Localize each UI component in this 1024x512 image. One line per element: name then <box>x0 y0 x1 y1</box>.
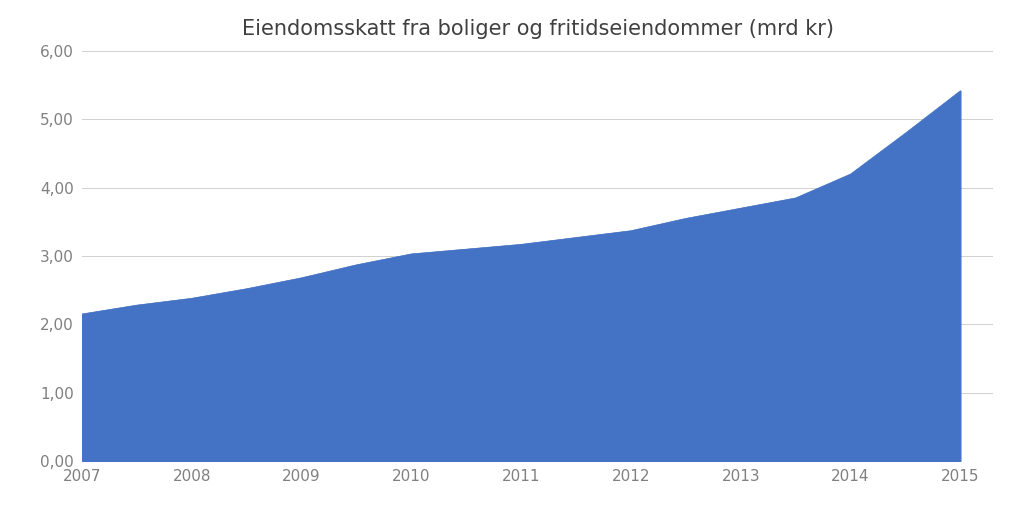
Title: Eiendomsskatt fra boliger og fritidseiendommer (mrd kr): Eiendomsskatt fra boliger og fritidseien… <box>242 18 834 38</box>
